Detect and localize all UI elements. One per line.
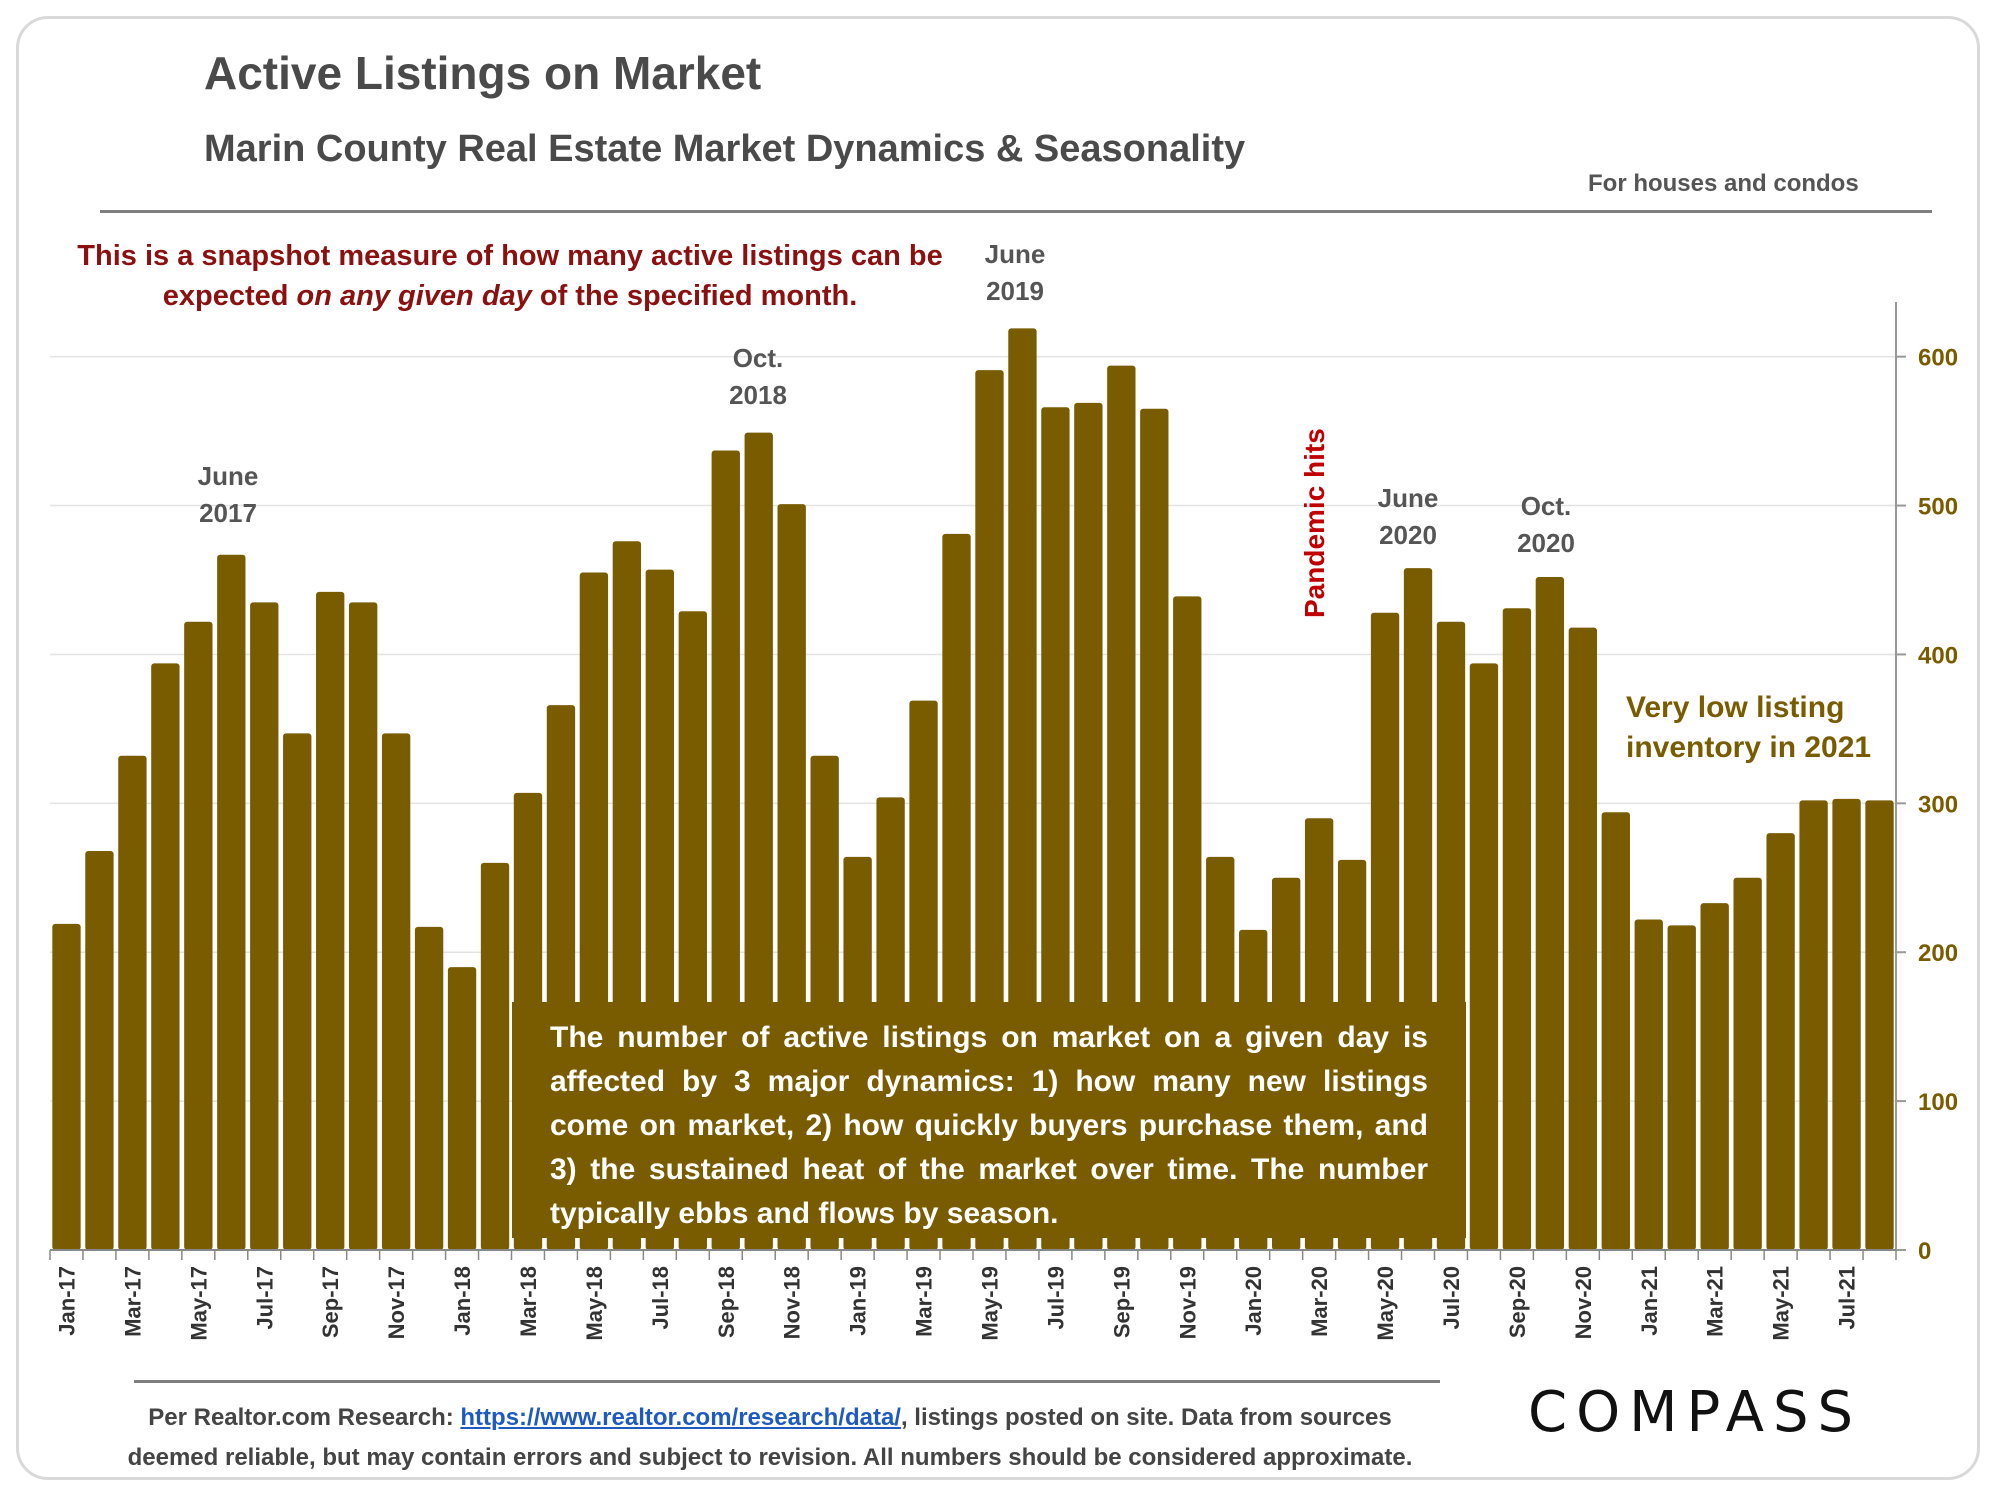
x-tick-label: Nov-20 [1571, 1266, 1596, 1339]
x-tick-label: Mar-18 [516, 1266, 541, 1337]
bar-Jan-18 [447, 967, 477, 1250]
y-tick-label: 0 [1918, 1238, 1931, 1265]
annotation-peak-june-2019: June 2019 [935, 236, 1095, 310]
x-tick-label: May-19 [977, 1266, 1002, 1341]
annotation-line: 2020 [1517, 528, 1575, 558]
y-tick-label: 300 [1918, 791, 1958, 818]
x-tick-label: Mar-17 [120, 1266, 145, 1337]
scope-label: For houses and condos [1588, 170, 1859, 197]
bar-Oct-20 [1535, 577, 1565, 1250]
page-title: Active Listings on Market [204, 47, 762, 99]
bar-Aug-21 [1865, 800, 1894, 1250]
bar-Nov-17 [381, 733, 411, 1250]
x-tick-label: May-20 [1373, 1266, 1398, 1341]
bar-Nov-20 [1568, 627, 1598, 1250]
bar-May-21 [1766, 833, 1795, 1250]
annotation-line: June [197, 461, 259, 491]
annotation-line: June [1377, 483, 1439, 513]
source-note: Per Realtor.com Research: https://www.re… [100, 1398, 1440, 1478]
bar-Jul-21 [1832, 798, 1861, 1250]
x-tick-label: May-17 [186, 1266, 211, 1341]
bar-Mar-17 [118, 755, 147, 1250]
annotation-peak-june-2017: June 2017 [148, 458, 308, 532]
y-tick-label: 600 [1918, 345, 1958, 372]
bar-Feb-21 [1667, 925, 1696, 1250]
footer-divider [134, 1380, 1440, 1383]
bar-Jan-17 [52, 923, 81, 1250]
source-prefix: Per Realtor.com Research: [148, 1404, 461, 1431]
x-tick-label: Jul-17 [252, 1266, 277, 1330]
x-tick-label: May-18 [582, 1266, 607, 1341]
bar-May-17 [184, 621, 213, 1250]
annotation-pandemic: Pandemic hits [1299, 428, 1330, 618]
bar-Jan-21 [1634, 919, 1663, 1250]
bar-Oct-17 [348, 602, 378, 1250]
snapshot-note: This is a snapshot measure of how many a… [60, 236, 960, 316]
annotation-line: Oct. [732, 343, 784, 373]
x-tick-label: Jan-20 [1241, 1266, 1266, 1336]
x-tick-label: Sep-18 [714, 1266, 739, 1338]
x-tick-label: Nov-17 [384, 1266, 409, 1339]
x-tick-label: Jan-18 [450, 1266, 475, 1336]
chart-frame [16, 16, 1980, 1480]
bar-Sep-17 [316, 591, 345, 1250]
bar-Feb-18 [480, 862, 510, 1250]
bar-Apr-21 [1733, 877, 1762, 1250]
bar-Dec-17 [414, 926, 444, 1250]
x-tick-label: Sep-17 [318, 1266, 343, 1338]
x-tick-label: Jul-19 [1043, 1266, 1068, 1330]
x-tick-label: Jan-19 [846, 1266, 871, 1336]
x-tick-label: Jan-17 [54, 1266, 79, 1336]
y-tick-label: 200 [1918, 940, 1958, 967]
x-tick-label: Nov-18 [780, 1266, 805, 1339]
bar-Aug-17 [283, 733, 312, 1250]
x-tick-label: Jul-18 [648, 1266, 673, 1330]
annotation-line: 2019 [986, 276, 1044, 306]
x-tick-label: Mar-21 [1703, 1266, 1728, 1337]
x-tick-label: Nov-19 [1175, 1266, 1200, 1339]
compass-logo: COMPASS [1528, 1380, 1863, 1445]
bar-Jun-17 [217, 554, 246, 1250]
note-text-2: of the specified month. [531, 280, 858, 312]
y-tick-label: 500 [1918, 494, 1958, 521]
bar-Sep-20 [1502, 608, 1532, 1250]
x-tick-label: Jul-20 [1439, 1266, 1464, 1330]
y-tick-label: 100 [1918, 1089, 1958, 1116]
bar-Jun-21 [1799, 800, 1828, 1250]
annotation-low-inventory: Very low listing inventory in 2021 [1626, 691, 1872, 764]
y-tick-label: 400 [1918, 642, 1958, 669]
note-text-1: This is a snapshot measure of how many a… [77, 240, 943, 312]
x-tick-label: Jul-21 [1835, 1266, 1860, 1330]
source-suffix: , listings posted on site. Data from sou… [127, 1404, 1413, 1471]
bar-Feb-17 [85, 850, 114, 1250]
annotation-line: 2020 [1379, 520, 1437, 550]
bar-Jul-17 [250, 602, 279, 1250]
bar-Mar-21 [1700, 903, 1729, 1250]
annotation-line: June [984, 239, 1046, 269]
x-tick-label: May-21 [1769, 1266, 1794, 1341]
annotation-peak-oct-2018: Oct. 2018 [678, 340, 838, 414]
annotation-line: Oct. [1520, 491, 1572, 521]
bar-Dec-20 [1601, 812, 1630, 1250]
annotation-peak-june-2020: June 2020 [1328, 480, 1488, 554]
note-emphasis: on any given day [296, 280, 532, 312]
x-tick-label: Sep-20 [1505, 1266, 1530, 1338]
x-tick-label: Mar-20 [1307, 1266, 1332, 1337]
bar-Aug-20 [1469, 663, 1499, 1250]
x-tick-label: Sep-19 [1109, 1266, 1134, 1338]
x-tick-label: Jan-21 [1637, 1266, 1662, 1336]
annotation-line: 2017 [199, 498, 257, 528]
annotation-peak-oct-2020: Oct. 2020 [1466, 488, 1626, 562]
header-divider [100, 210, 1932, 213]
page-subtitle: Marin County Real Estate Market Dynamics… [204, 128, 1246, 170]
explanation-box: The number of active listings on market … [512, 1002, 1466, 1238]
annotation-line: 2018 [729, 380, 787, 410]
bar-Apr-17 [151, 663, 180, 1250]
x-tick-label: Mar-19 [912, 1266, 937, 1337]
source-link[interactable]: https://www.realtor.com/research/data/ [460, 1404, 901, 1431]
